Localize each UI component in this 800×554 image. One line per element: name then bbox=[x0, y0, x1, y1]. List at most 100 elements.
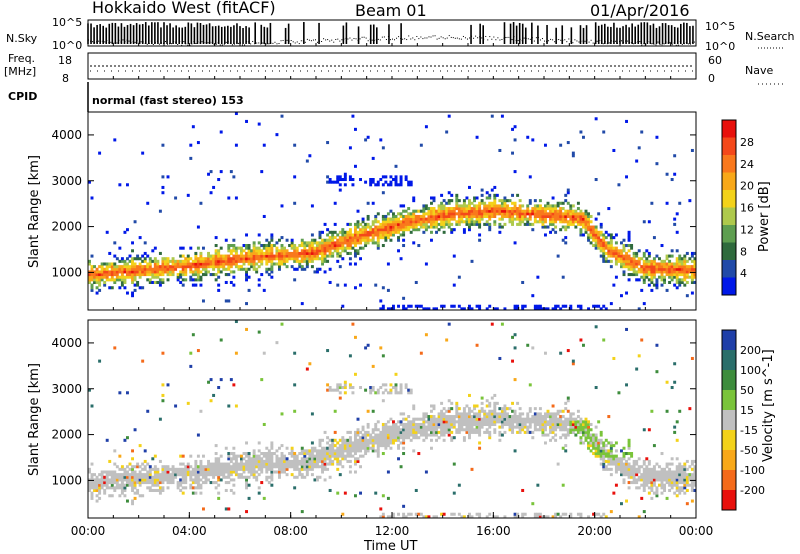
nsearch-point bbox=[179, 40, 181, 42]
velocity-cell bbox=[566, 417, 570, 421]
power-cell bbox=[508, 220, 512, 224]
velocity-cell bbox=[179, 488, 183, 492]
power-cell bbox=[379, 230, 383, 234]
power-cell bbox=[564, 304, 568, 308]
nsearch-point bbox=[102, 40, 104, 42]
velocity-cell bbox=[219, 462, 223, 466]
velocity-cell bbox=[566, 349, 570, 353]
velocity-cell bbox=[217, 478, 221, 482]
velocity-cell bbox=[402, 515, 406, 519]
power-cell bbox=[95, 278, 99, 282]
power-cell bbox=[511, 193, 514, 197]
power-cell bbox=[584, 230, 588, 234]
velocity-cell bbox=[397, 512, 400, 516]
cpid-label: CPID bbox=[8, 90, 37, 103]
velocity-cell bbox=[658, 470, 661, 474]
power-cell bbox=[237, 246, 241, 250]
power-cell bbox=[559, 214, 563, 218]
velocity-cell bbox=[559, 422, 563, 426]
power-cell bbox=[627, 257, 631, 261]
power-cell bbox=[366, 233, 370, 237]
velocity-cell bbox=[508, 407, 512, 411]
power-cell bbox=[229, 251, 233, 255]
velocity-cell bbox=[528, 417, 532, 421]
power-cell bbox=[207, 257, 210, 261]
velocity-cell bbox=[381, 444, 385, 448]
power-cell bbox=[194, 254, 198, 258]
power-cell bbox=[293, 259, 297, 263]
velocity-cell bbox=[260, 378, 264, 382]
power-cell bbox=[559, 220, 563, 224]
power-cell bbox=[625, 175, 628, 179]
nsearch-point bbox=[527, 38, 529, 40]
power-cell bbox=[493, 222, 497, 226]
power-cell bbox=[369, 238, 373, 242]
velocity-cell bbox=[212, 462, 216, 466]
velocity-cell bbox=[118, 391, 122, 395]
velocity-cell bbox=[364, 436, 368, 440]
velocity-cell bbox=[176, 483, 180, 487]
power-cell bbox=[364, 244, 368, 248]
power-cell bbox=[549, 207, 552, 211]
power-cell bbox=[630, 246, 634, 250]
power-cell bbox=[219, 262, 223, 266]
velocity-cell bbox=[262, 496, 266, 500]
velocity-cell bbox=[252, 452, 256, 456]
velocity-cell bbox=[313, 446, 317, 450]
velocity-cell bbox=[141, 467, 145, 471]
velocity-cell bbox=[105, 486, 109, 490]
velocity-cell bbox=[356, 430, 360, 434]
power-cell bbox=[599, 241, 603, 245]
velocity-cell bbox=[513, 420, 517, 424]
power-cell bbox=[381, 286, 385, 290]
velocity-cell bbox=[506, 417, 509, 421]
velocity-cell bbox=[113, 470, 117, 474]
velocity-cell bbox=[554, 438, 558, 442]
power-cell bbox=[184, 262, 188, 266]
velocity-cell bbox=[120, 473, 124, 477]
power-cell bbox=[386, 225, 390, 229]
power-cell bbox=[673, 265, 677, 269]
power-cell bbox=[399, 212, 403, 216]
power-cell bbox=[161, 259, 165, 263]
velocity-cell bbox=[414, 430, 418, 434]
velocity-cell bbox=[316, 457, 319, 461]
power-cell bbox=[381, 236, 385, 240]
velocity-cell bbox=[523, 425, 527, 429]
velocity-cell bbox=[354, 444, 357, 448]
power-cell bbox=[498, 225, 502, 229]
velocity-cell bbox=[620, 473, 623, 477]
velocity-cell bbox=[625, 499, 628, 503]
power-cell bbox=[597, 236, 601, 240]
nsearch-point bbox=[185, 43, 187, 45]
power-cell bbox=[450, 304, 454, 308]
nsearch-point bbox=[635, 42, 637, 44]
nsearch-point bbox=[339, 40, 341, 42]
power-cell bbox=[622, 265, 626, 269]
power-cell bbox=[650, 280, 654, 284]
power-cell bbox=[569, 217, 573, 221]
velocity-cell bbox=[424, 430, 428, 434]
velocity-cell bbox=[447, 322, 451, 326]
velocity-cell bbox=[635, 486, 639, 490]
velocity-cell bbox=[245, 454, 248, 458]
velocity-cell bbox=[430, 446, 433, 450]
velocity-cell bbox=[305, 467, 309, 471]
power-cell bbox=[389, 225, 393, 229]
velocity-cell bbox=[381, 354, 385, 358]
power-cell bbox=[475, 135, 479, 139]
power-cell bbox=[635, 254, 639, 258]
power-cell bbox=[680, 278, 684, 282]
velocity-cell bbox=[647, 486, 651, 490]
power-cell bbox=[209, 254, 213, 258]
power-cell bbox=[609, 233, 613, 237]
velocity-cell bbox=[432, 515, 436, 519]
velocity-cell bbox=[374, 436, 378, 440]
velocity-cell bbox=[655, 488, 659, 492]
power-cell bbox=[293, 254, 297, 258]
velocity-cell bbox=[232, 483, 236, 487]
power-cell bbox=[678, 257, 682, 261]
velocity-cell bbox=[141, 478, 145, 482]
velocity-cell bbox=[151, 457, 155, 461]
velocity-cell bbox=[247, 467, 251, 471]
